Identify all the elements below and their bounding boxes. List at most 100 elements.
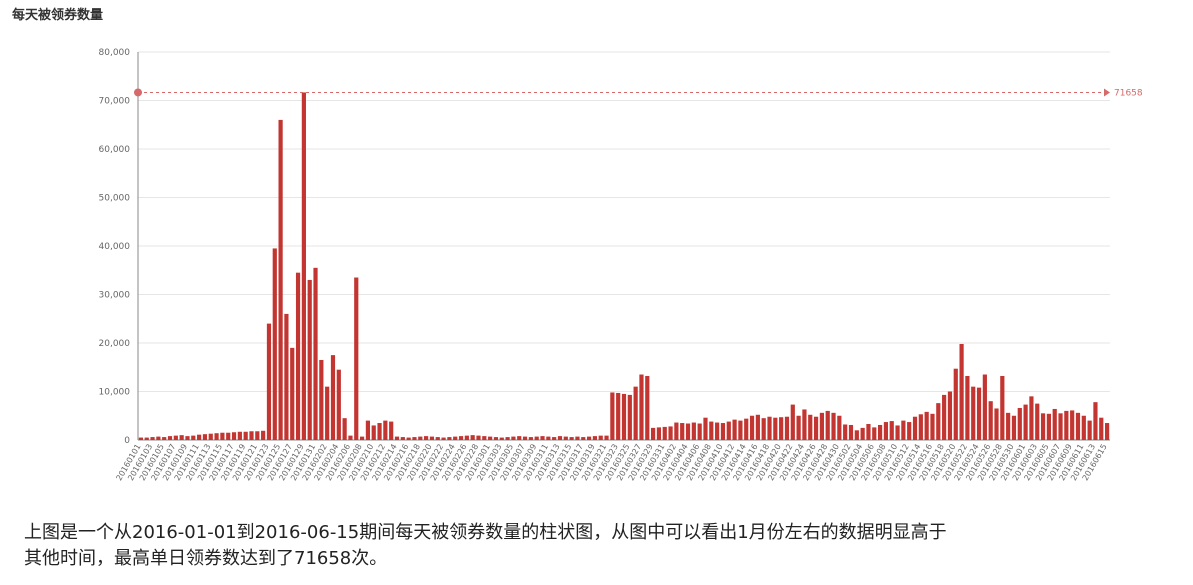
bar[interactable]	[447, 437, 452, 440]
bar[interactable]	[813, 416, 819, 440]
bar[interactable]	[546, 436, 551, 440]
bar[interactable]	[651, 427, 656, 440]
bar[interactable]	[493, 437, 499, 440]
bar[interactable]	[715, 422, 720, 440]
bar[interactable]	[359, 436, 365, 440]
bar[interactable]	[953, 368, 958, 440]
bar[interactable]	[825, 410, 830, 440]
bar[interactable]	[1104, 423, 1110, 440]
bar[interactable]	[371, 425, 376, 440]
bar[interactable]	[1087, 420, 1092, 440]
bar[interactable]	[429, 436, 435, 440]
bar[interactable]	[435, 437, 440, 440]
bar[interactable]	[947, 391, 953, 441]
bar[interactable]	[1058, 413, 1063, 440]
bar[interactable]	[965, 375, 970, 440]
bar[interactable]	[901, 420, 906, 440]
bar[interactable]	[505, 437, 510, 440]
bar[interactable]	[988, 401, 993, 440]
bar[interactable]	[522, 436, 528, 440]
bar[interactable]	[336, 369, 341, 440]
bar[interactable]	[348, 435, 353, 440]
bar[interactable]	[1081, 415, 1086, 440]
bar[interactable]	[534, 436, 539, 440]
bar[interactable]	[936, 403, 941, 440]
bar[interactable]	[720, 423, 726, 440]
bar[interactable]	[633, 386, 638, 440]
bar[interactable]	[581, 437, 586, 440]
bar[interactable]	[848, 424, 854, 440]
bar[interactable]	[342, 418, 347, 440]
bar[interactable]	[540, 436, 545, 440]
bar[interactable]	[243, 431, 248, 440]
bar[interactable]	[843, 424, 848, 440]
bar[interactable]	[301, 92, 306, 440]
bar[interactable]	[616, 392, 621, 440]
bar[interactable]	[907, 422, 912, 440]
bar[interactable]	[627, 394, 632, 440]
bar[interactable]	[668, 426, 673, 440]
bar[interactable]	[261, 430, 266, 440]
bar[interactable]	[1006, 412, 1011, 440]
bar[interactable]	[383, 420, 388, 440]
bar[interactable]	[1029, 396, 1034, 440]
bar[interactable]	[621, 393, 627, 440]
bar[interactable]	[511, 436, 516, 440]
bar[interactable]	[150, 437, 155, 440]
bar[interactable]	[488, 436, 493, 440]
bar[interactable]	[994, 408, 999, 440]
bar[interactable]	[319, 359, 324, 440]
bar[interactable]	[272, 248, 277, 440]
bar[interactable]	[796, 415, 801, 440]
bar[interactable]	[592, 436, 597, 440]
bar[interactable]	[767, 416, 772, 440]
bar[interactable]	[1070, 410, 1075, 440]
bar[interactable]	[354, 277, 359, 440]
bar[interactable]	[697, 423, 702, 440]
bar[interactable]	[709, 421, 714, 440]
bar[interactable]	[645, 375, 650, 440]
bar[interactable]	[226, 432, 231, 440]
bar[interactable]	[895, 425, 900, 440]
bar[interactable]	[598, 435, 603, 440]
bar[interactable]	[197, 434, 202, 440]
bar[interactable]	[365, 420, 370, 440]
bar[interactable]	[569, 437, 574, 440]
bar[interactable]	[255, 431, 260, 440]
bar[interactable]	[744, 418, 749, 440]
bar[interactable]	[191, 435, 196, 440]
bar[interactable]	[982, 374, 987, 440]
bar[interactable]	[773, 417, 778, 440]
bar[interactable]	[959, 343, 964, 440]
bar[interactable]	[138, 437, 144, 440]
bar[interactable]	[424, 436, 429, 440]
bar[interactable]	[458, 436, 464, 440]
bar[interactable]	[575, 436, 580, 440]
bar[interactable]	[412, 437, 417, 440]
bar[interactable]	[441, 437, 446, 440]
bar[interactable]	[284, 313, 289, 440]
bar[interactable]	[278, 119, 283, 441]
bar[interactable]	[691, 422, 696, 440]
bar[interactable]	[266, 323, 272, 440]
bar[interactable]	[942, 394, 947, 440]
bar[interactable]	[784, 416, 790, 440]
bar[interactable]	[761, 418, 766, 440]
bar[interactable]	[755, 414, 760, 440]
bar[interactable]	[790, 404, 795, 440]
bar[interactable]	[517, 436, 522, 440]
bar[interactable]	[1075, 412, 1081, 440]
bar[interactable]	[499, 437, 504, 440]
bar[interactable]	[167, 436, 173, 440]
bar[interactable]	[662, 426, 667, 440]
bar[interactable]	[831, 412, 836, 440]
bar[interactable]	[325, 386, 330, 440]
bar[interactable]	[604, 435, 609, 440]
bar[interactable]	[220, 432, 225, 440]
bar[interactable]	[208, 433, 213, 440]
bar[interactable]	[144, 437, 149, 440]
bar[interactable]	[295, 272, 301, 440]
bar[interactable]	[930, 413, 935, 440]
bar[interactable]	[179, 435, 184, 440]
bar[interactable]	[878, 424, 883, 440]
